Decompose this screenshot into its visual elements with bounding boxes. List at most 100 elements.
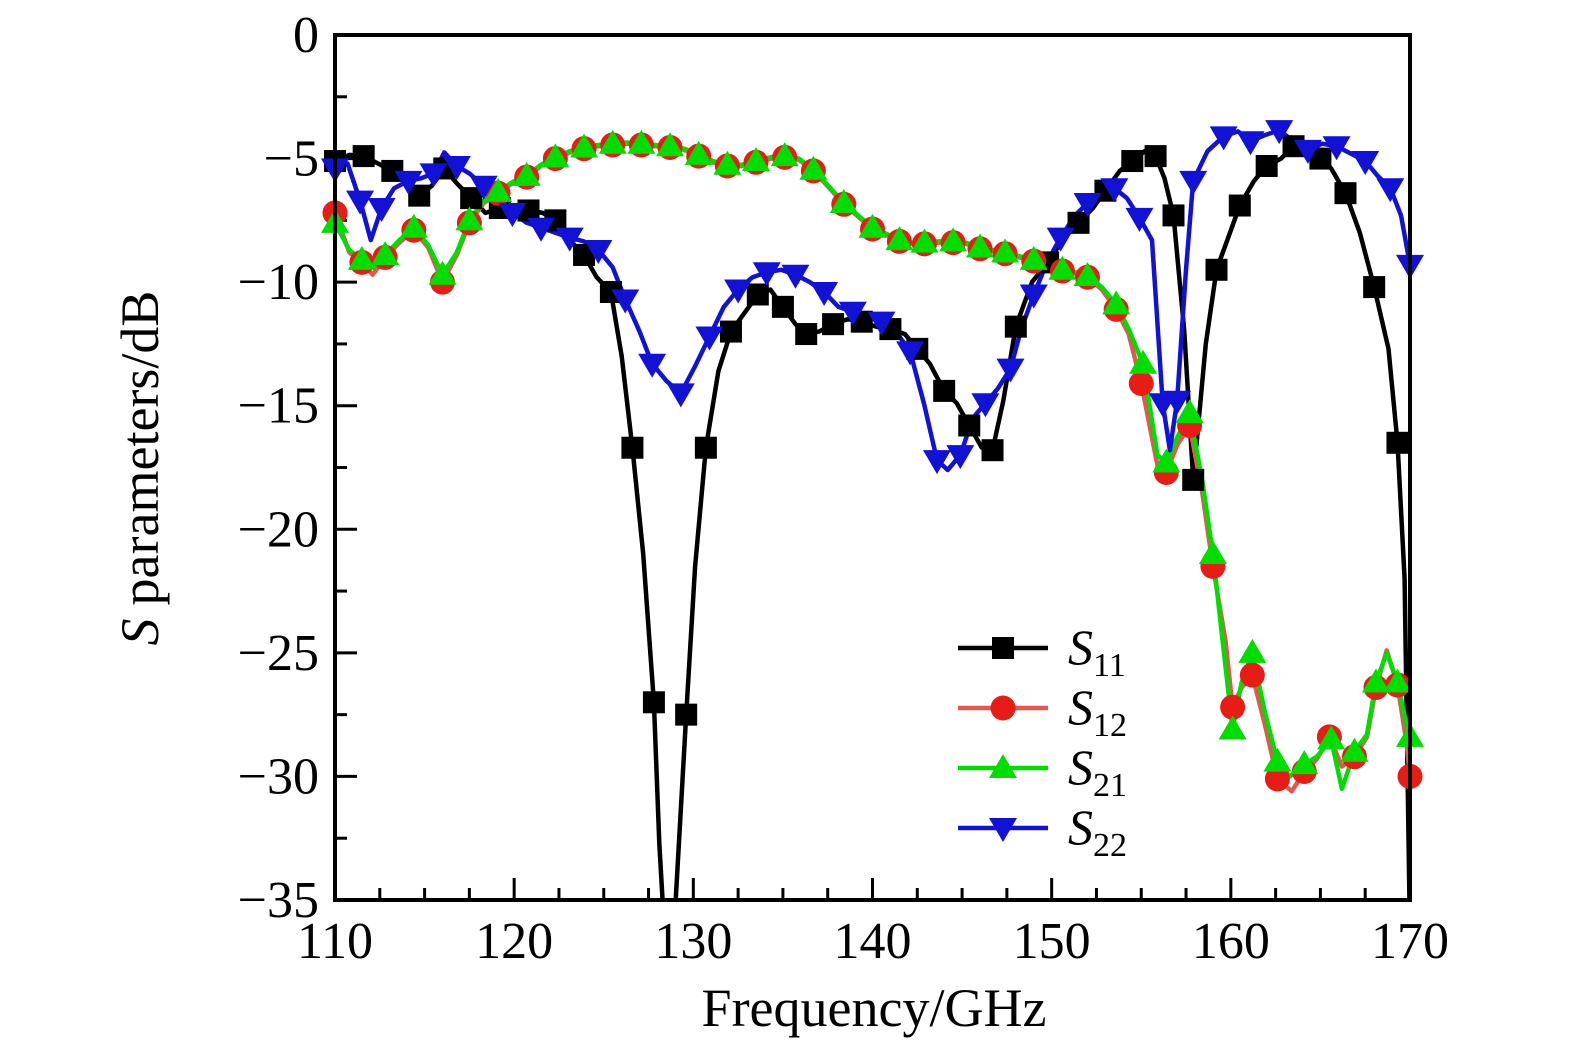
s21-marker — [1198, 540, 1227, 564]
y-axis-title: Sparameters/dB — [110, 291, 170, 646]
s22-marker — [584, 240, 613, 265]
s22-marker — [1046, 227, 1075, 252]
s21-marker — [484, 177, 513, 202]
s21-marker — [399, 213, 428, 238]
s21-marker — [1073, 261, 1102, 286]
s11-marker — [1255, 154, 1278, 177]
data-markers — [321, 120, 1424, 792]
s22-marker — [527, 217, 556, 242]
s11-marker — [621, 436, 644, 459]
s21-marker — [1238, 638, 1267, 663]
s22-marker — [1351, 151, 1380, 176]
legend-item-s11: S11 — [958, 619, 1126, 684]
s22-marker — [1322, 136, 1351, 161]
s22-marker — [1293, 139, 1322, 164]
legend-marker-s12 — [990, 695, 1016, 721]
s22-marker — [1209, 126, 1238, 151]
s21-marker — [799, 155, 828, 180]
s22-marker — [695, 326, 724, 351]
legend-label-s12: S12 — [1068, 679, 1127, 744]
s11-marker — [1309, 147, 1332, 170]
legend-label-s11: S11 — [1068, 619, 1126, 684]
s22-marker — [971, 393, 1000, 418]
s22-marker — [946, 445, 975, 470]
s11-marker — [1386, 431, 1409, 454]
s11-marker — [460, 187, 483, 210]
s21-marker — [1317, 725, 1346, 750]
legend-item-s21: S21 — [958, 739, 1127, 804]
x-tick-label: 160 — [1192, 913, 1270, 970]
legend-item-s22: S22 — [958, 799, 1127, 864]
s11-marker — [1144, 145, 1167, 168]
x-axis-title: Frequency/GHz — [702, 978, 1047, 1038]
s21-marker — [910, 228, 939, 253]
s21-marker — [966, 233, 994, 258]
s22-marker — [923, 450, 951, 475]
s11-marker — [642, 691, 665, 714]
s22-marker — [498, 202, 527, 227]
s11-marker — [1162, 204, 1185, 227]
s22-marker — [666, 383, 695, 408]
s21-marker — [885, 226, 914, 251]
s21-marker — [371, 240, 400, 265]
s22-marker — [1179, 170, 1208, 195]
s21-marker — [1102, 290, 1131, 315]
x-tick-label: 150 — [1013, 913, 1091, 970]
x-axis-tick-labels: 110 120 130 140 150 160 170 — [297, 913, 1449, 970]
s21-marker — [1218, 715, 1247, 740]
s11-marker — [1363, 276, 1386, 299]
s12-marker — [1264, 766, 1290, 792]
s22-marker — [611, 289, 640, 314]
s22-marker — [555, 227, 584, 252]
s21-marker — [1263, 747, 1292, 772]
s21-marker — [598, 129, 627, 154]
s21-marker — [428, 260, 457, 285]
s21-marker — [347, 245, 376, 270]
s21-marker — [1129, 349, 1158, 374]
s11-marker — [408, 184, 431, 207]
s21-marker — [939, 227, 968, 252]
s21-marker — [713, 150, 742, 175]
s21-marker — [742, 147, 771, 172]
legend-label-s21: S21 — [1068, 739, 1127, 804]
s11-marker — [1182, 468, 1205, 491]
plot-frame — [333, 33, 1412, 902]
s21-marker — [570, 133, 599, 158]
s12-marker — [1220, 694, 1246, 720]
y-tick-label: −15 — [238, 378, 319, 435]
s22-marker — [752, 262, 781, 287]
y-axis-tick-labels: 0 −5 −10 −15 −20 −25 −30 −35 — [238, 7, 319, 929]
s21-marker — [1361, 668, 1390, 693]
series-markers-s21 — [321, 129, 1424, 775]
s21-marker — [1152, 448, 1181, 473]
legend-label-s22: S22 — [1068, 799, 1127, 864]
s22-marker — [896, 341, 925, 366]
s22-marker — [419, 163, 448, 188]
x-tick-label: 130 — [654, 913, 732, 970]
legend-marker-s22 — [989, 818, 1017, 842]
s11-marker — [719, 320, 742, 343]
y-tick-label: −35 — [238, 872, 319, 929]
s21-marker — [770, 142, 799, 167]
s11-marker — [933, 379, 956, 402]
s11-marker — [1228, 194, 1251, 217]
s12-marker — [1239, 662, 1265, 688]
s21-marker — [1340, 737, 1369, 762]
y-tick-label: −20 — [238, 501, 319, 558]
x-tick-label: 120 — [475, 913, 553, 970]
s11-marker — [1205, 258, 1228, 281]
s21-marker — [541, 143, 570, 168]
x-tick-label: 140 — [834, 913, 912, 970]
s22-marker — [1100, 178, 1129, 203]
s11-marker — [958, 414, 981, 437]
s22-marker — [1125, 207, 1154, 232]
s11-marker — [573, 243, 596, 266]
s21-marker — [627, 129, 656, 154]
y-tick-label: −5 — [264, 131, 319, 188]
s22-marker — [996, 358, 1025, 383]
s22-marker — [1019, 284, 1048, 309]
s21-marker — [1175, 399, 1204, 424]
plot-background — [335, 35, 1410, 900]
